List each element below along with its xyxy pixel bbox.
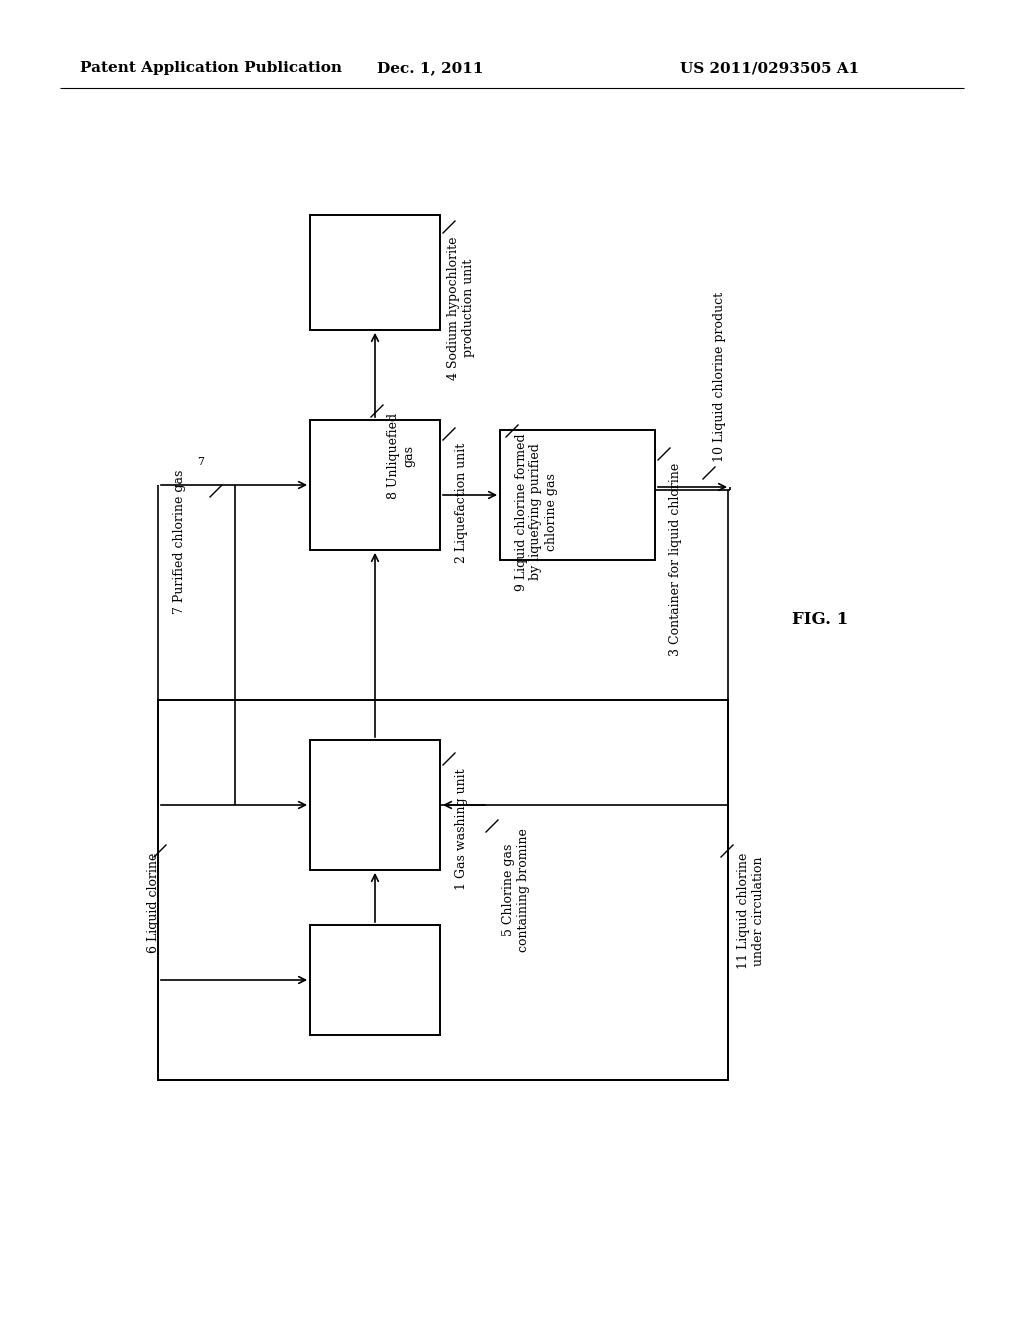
Text: Dec. 1, 2011: Dec. 1, 2011 bbox=[377, 61, 483, 75]
Text: US 2011/0293505 A1: US 2011/0293505 A1 bbox=[680, 61, 859, 75]
Bar bbox=[158, 700, 728, 1080]
Text: 6 Liquid clorine: 6 Liquid clorine bbox=[147, 853, 161, 953]
Text: 2 Liquefaction unit: 2 Liquefaction unit bbox=[455, 444, 468, 564]
Bar bbox=[310, 741, 440, 870]
Text: 9 Liquid chlorine formed
by liquefying purified
chlorine gas: 9 Liquid chlorine formed by liquefying p… bbox=[514, 433, 557, 590]
Text: 5 Chlorine gas
containing bromine: 5 Chlorine gas containing bromine bbox=[502, 828, 530, 952]
Bar bbox=[500, 430, 655, 560]
Text: 11 Liquid chlorine
under circulation: 11 Liquid chlorine under circulation bbox=[737, 853, 765, 969]
Text: Patent Application Publication: Patent Application Publication bbox=[80, 61, 342, 75]
Text: 10 Liquid chlorine product: 10 Liquid chlorine product bbox=[714, 292, 726, 462]
Text: 1 Gas washing unit: 1 Gas washing unit bbox=[455, 768, 468, 890]
Text: 8 Unliquefied
gas: 8 Unliquefied gas bbox=[387, 413, 415, 499]
Text: FIG. 1: FIG. 1 bbox=[792, 611, 848, 628]
Text: 7 Purified chlorine gas: 7 Purified chlorine gas bbox=[173, 470, 186, 614]
Text: 7: 7 bbox=[197, 457, 204, 467]
Bar bbox=[310, 925, 440, 1035]
Bar bbox=[310, 420, 440, 550]
Text: 4 Sodium hypochlorite
production unit: 4 Sodium hypochlorite production unit bbox=[447, 236, 475, 380]
Text: 3 Container for liquid chlorine: 3 Container for liquid chlorine bbox=[670, 463, 683, 656]
Bar bbox=[310, 215, 440, 330]
